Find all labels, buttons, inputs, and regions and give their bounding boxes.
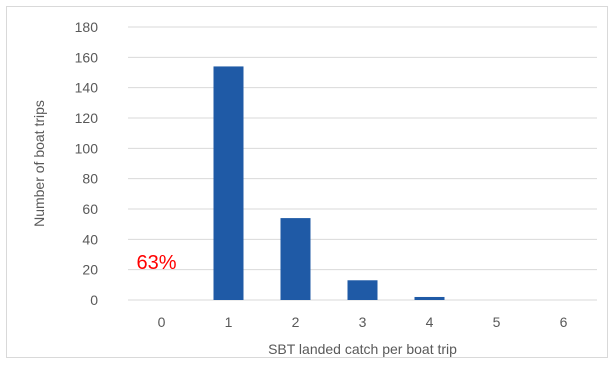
bars	[213, 66, 445, 300]
x-tick-label-3: 3	[359, 314, 367, 330]
y-tick-label-100: 100	[75, 140, 99, 156]
gridlines	[128, 26, 597, 301]
x-tick-label-2: 2	[292, 314, 300, 330]
y-tick-label-20: 20	[82, 262, 98, 278]
y-tick-label-120: 120	[75, 110, 99, 126]
y-tick-label-40: 40	[82, 231, 98, 247]
y-tick-label-180: 180	[75, 19, 99, 35]
bar-2	[280, 218, 311, 300]
y-tick-label-80: 80	[82, 171, 98, 187]
x-tick-label-0: 0	[158, 314, 166, 330]
bar-4	[414, 296, 445, 300]
y-tick-label-160: 160	[75, 49, 99, 65]
x-axis-title: SBT landed catch per boat trip	[268, 341, 457, 357]
x-tick-label-6: 6	[560, 314, 568, 330]
x-tick-label-1: 1	[225, 314, 233, 330]
x-axis-ticks: 0 1 2 3 4 5 6	[158, 314, 568, 330]
bar-3	[347, 280, 378, 300]
y-axis-ticks: 0 20 40 60 80 100 120 140 160 180	[75, 19, 99, 308]
bar-1	[213, 66, 244, 300]
y-tick-label-0: 0	[90, 292, 98, 308]
x-tick-label-5: 5	[493, 314, 501, 330]
y-axis-title: Number of boat trips	[31, 100, 47, 227]
percentage-annotation: 63%	[137, 252, 177, 274]
y-tick-label-140: 140	[75, 80, 99, 96]
y-tick-label-60: 60	[82, 201, 98, 217]
x-tick-label-4: 4	[426, 314, 434, 330]
